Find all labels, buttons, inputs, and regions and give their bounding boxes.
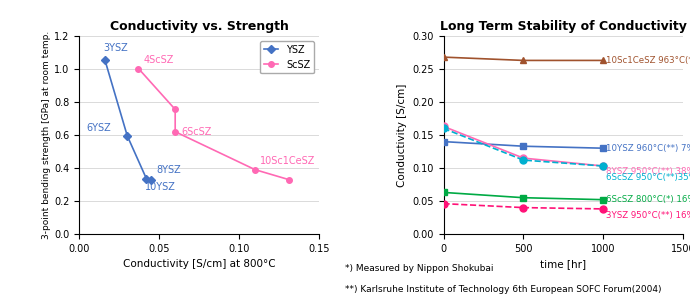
Text: 4ScSZ: 4ScSZ (144, 55, 174, 65)
Title: Long Term Stability of Conductivity: Long Term Stability of Conductivity (440, 20, 687, 33)
Text: *) Measured by Nippon Shokubai: *) Measured by Nippon Shokubai (345, 264, 493, 273)
Text: 8YSZ: 8YSZ (156, 165, 181, 175)
Text: 6ScSZ: 6ScSZ (181, 127, 212, 137)
Text: 6ScSZ 950°C(**)35%: 6ScSZ 950°C(**)35% (607, 173, 690, 182)
Y-axis label: Conductivity [S/cm]: Conductivity [S/cm] (397, 83, 406, 187)
Text: 6ScSZ 800°C(*) 16%: 6ScSZ 800°C(*) 16% (607, 195, 690, 204)
Text: 10Sc1CeSZ: 10Sc1CeSZ (260, 155, 315, 166)
Text: **) Karlsruhe Institute of Technology 6th European SOFC Forum(2004): **) Karlsruhe Institute of Technology 6t… (345, 285, 662, 294)
Title: Conductivity vs. Strength: Conductivity vs. Strength (110, 20, 288, 33)
Text: 10Sc1CeSZ 963°C(**) 2 %: 10Sc1CeSZ 963°C(**) 2 % (607, 56, 690, 65)
Text: 3YSZ: 3YSZ (104, 43, 128, 53)
X-axis label: time [hr]: time [hr] (540, 259, 586, 269)
X-axis label: Conductivity [S/cm] at 800°C: Conductivity [S/cm] at 800°C (123, 259, 275, 269)
Text: 3YSZ 950°C(**) 16%: 3YSZ 950°C(**) 16% (607, 211, 690, 220)
Text: 6YSZ: 6YSZ (86, 122, 111, 133)
Text: 8YSZ 950°C(**) 38%: 8YSZ 950°C(**) 38% (607, 167, 690, 176)
Legend: YSZ, ScSZ: YSZ, ScSZ (259, 41, 314, 74)
Y-axis label: 3-point bending strength [GPa] at room temp.: 3-point bending strength [GPa] at room t… (43, 31, 52, 239)
Text: 10YSZ 960°C(**) 7%: 10YSZ 960°C(**) 7% (607, 144, 690, 153)
Text: 10YSZ: 10YSZ (145, 182, 176, 192)
